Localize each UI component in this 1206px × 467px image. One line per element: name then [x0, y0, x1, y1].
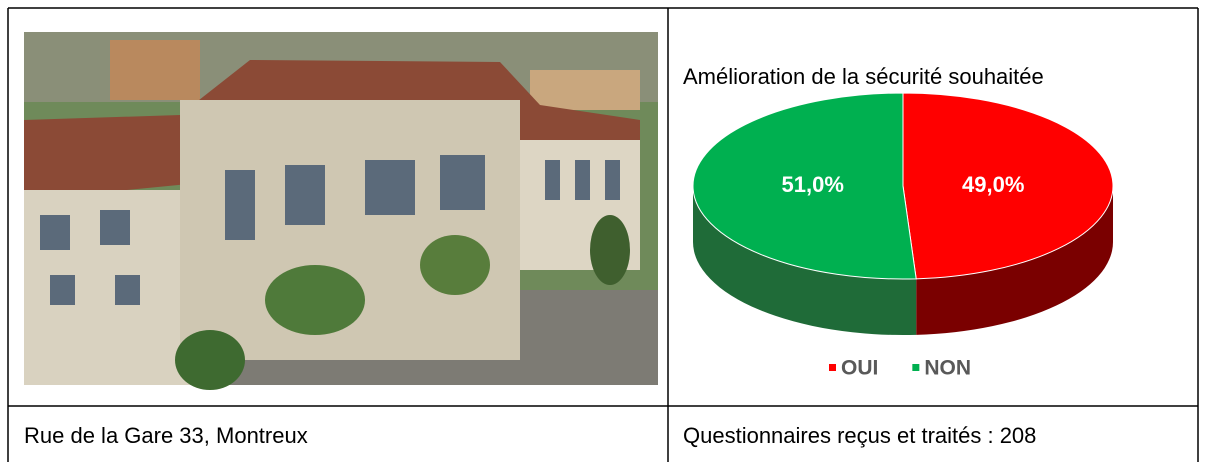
legend-label: NON: [924, 357, 971, 380]
photo: [24, 32, 658, 390]
chart-title: Amélioration de la sécurité souhaitée: [683, 64, 1044, 89]
legend-label: OUI: [841, 357, 878, 380]
pie-chart: 49,0% 51,0% OUI NON: [693, 93, 1113, 380]
slice-label: 49,0%: [962, 172, 1024, 197]
slice-label: 51,0%: [782, 172, 844, 197]
layout: Amélioration de la sécurité souhaitée Ru…: [0, 0, 1206, 462]
address: Rue de la Gare 33, Montreux: [24, 423, 308, 448]
legend-swatch: [829, 364, 836, 371]
count-note: Questionnaires reçus et traités : 208: [683, 423, 1036, 448]
legend-swatch: [912, 364, 919, 371]
page: {"table": { "rows": [ ["", ""], ["Rue de…: [0, 0, 1206, 462]
